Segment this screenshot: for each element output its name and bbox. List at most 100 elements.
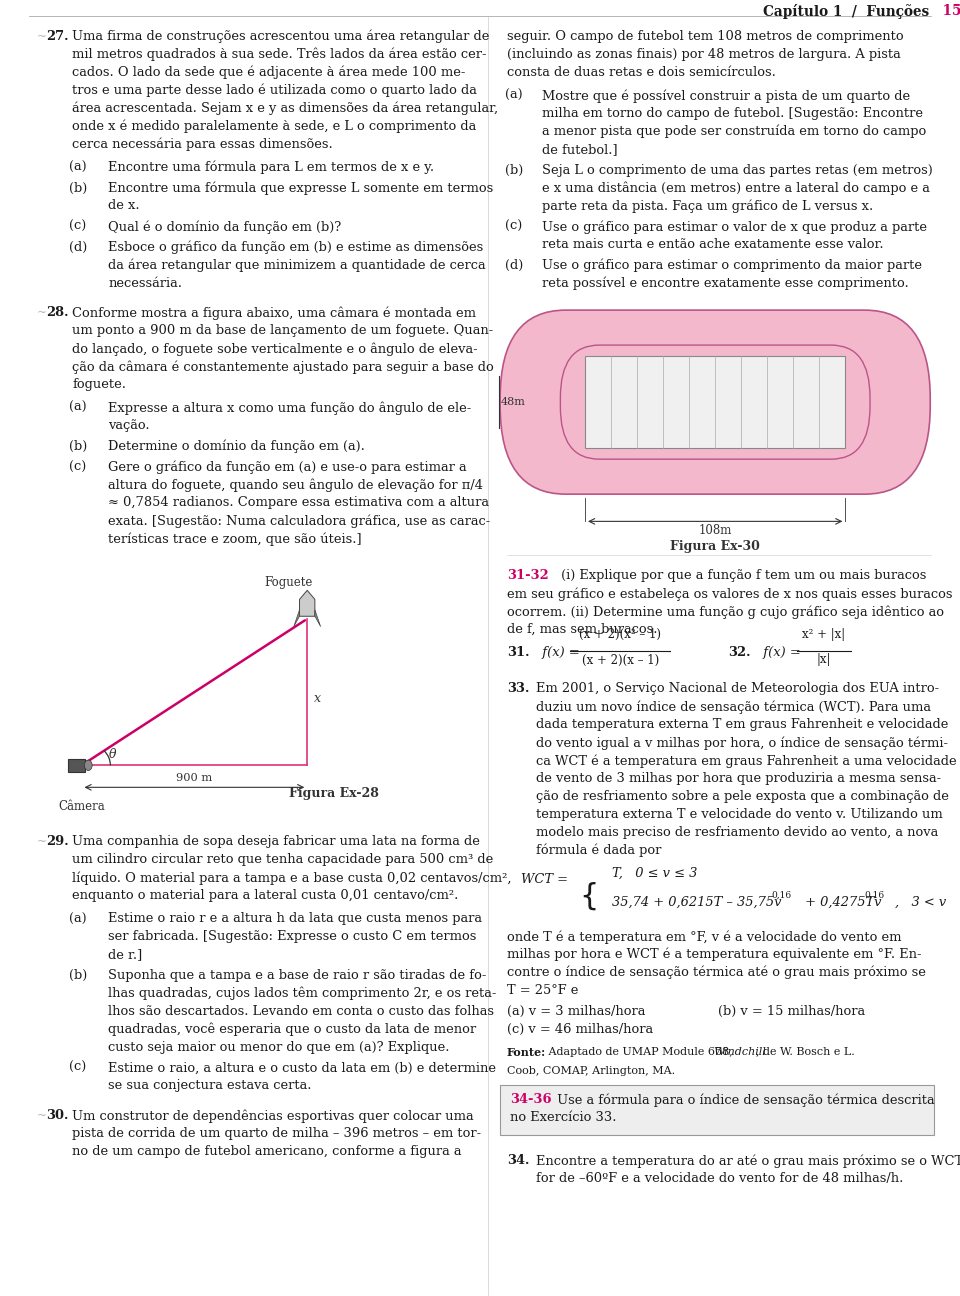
Text: (i) Explique por que a função f tem um ou mais buracos: (i) Explique por que a função f tem um o… <box>557 569 926 582</box>
Polygon shape <box>315 610 321 627</box>
Text: Encontre uma fórmula para L em termos de x e y.: Encontre uma fórmula para L em termos de… <box>108 161 435 175</box>
Text: , de W. Bosch e L.: , de W. Bosch e L. <box>756 1047 855 1056</box>
Text: f(x) =: f(x) = <box>534 647 580 660</box>
Text: Use o gráfico para estimar o valor de x que produz a parte: Use o gráfico para estimar o valor de x … <box>542 220 927 233</box>
Text: ção da câmara é constantemente ajustado para seguir a base do: ção da câmara é constantemente ajustado … <box>72 360 493 373</box>
Text: (x + 2)(x – 1): (x + 2)(x – 1) <box>582 653 659 666</box>
Text: for de –60ºF e a velocidade do vento for de 48 milhas/h.: for de –60ºF e a velocidade do vento for… <box>536 1173 903 1186</box>
Text: 30: 30 <box>654 375 660 380</box>
Text: Coob, COMAP, Arlington, MA.: Coob, COMAP, Arlington, MA. <box>507 1067 675 1077</box>
Text: Em 2001, o Serviço Nacional de Meteorologia dos EUA intro-: Em 2001, o Serviço Nacional de Meteorolo… <box>536 682 939 696</box>
Text: (d): (d) <box>505 259 523 272</box>
Text: de vento de 3 milhas por hora que produziria a mesma sensa-: de vento de 3 milhas por hora que produz… <box>536 772 941 785</box>
Text: um cilindro circular reto que tenha capacidade para 500 cm³ de: um cilindro circular reto que tenha capa… <box>72 853 493 866</box>
Text: de x.: de x. <box>108 200 140 213</box>
Text: x: x <box>314 692 321 705</box>
Text: duziu um novo índice de sensação térmica (WCT). Para uma: duziu um novo índice de sensação térmica… <box>536 700 930 714</box>
Text: 50: 50 <box>711 375 719 380</box>
Text: Encontre a temperatura do ar até o grau mais próximo se o WCT: Encontre a temperatura do ar até o grau … <box>536 1155 960 1168</box>
Text: fórmula é dada por: fórmula é dada por <box>536 844 661 858</box>
Text: 34-36: 34-36 <box>510 1094 551 1107</box>
Text: T = 25°F e: T = 25°F e <box>507 984 578 997</box>
Text: parte reta da pista. Faça um gráfico de L versus x.: parte reta da pista. Faça um gráfico de … <box>542 200 874 213</box>
Text: quadradas, você esperaria que o custo da lata de menor: quadradas, você esperaria que o custo da… <box>108 1023 476 1037</box>
Text: |x|: |x| <box>817 653 830 666</box>
Text: um ponto a 900 m da base de lançamento de um foguete. Quan-: um ponto a 900 m da base de lançamento d… <box>72 324 493 337</box>
Text: 10: 10 <box>828 425 834 430</box>
Polygon shape <box>294 610 300 627</box>
Text: Esboce o gráfico da função em (b) e estime as dimensões: Esboce o gráfico da função em (b) e esti… <box>108 241 484 254</box>
Text: Estime o raio, a altura e o custo da lata em (b) e determine: Estime o raio, a altura e o custo da lat… <box>108 1061 496 1074</box>
Text: Estime o raio r e a altura h da lata que custa menos para: Estime o raio r e a altura h da lata que… <box>108 912 483 925</box>
Text: no de um campo de futebol americano, conforme a figura a: no de um campo de futebol americano, con… <box>72 1144 462 1157</box>
Text: 33.: 33. <box>507 682 529 696</box>
Text: (a): (a) <box>69 912 86 925</box>
Text: 30: 30 <box>770 375 777 380</box>
Text: 29.: 29. <box>46 836 69 849</box>
Text: altura do foguete, quando seu ângulo de elevação for π/4: altura do foguete, quando seu ângulo de … <box>108 478 484 492</box>
Text: foguete.: foguete. <box>72 378 126 391</box>
Text: pista de corrida de um quarto de milha – 396 metros – em tor-: pista de corrida de um quarto de milha –… <box>72 1128 481 1140</box>
Text: Um construtor de dependências esportivas quer colocar uma: Um construtor de dependências esportivas… <box>72 1109 473 1122</box>
Text: do vento igual a v milhas por hora, o índice de sensação térmi-: do vento igual a v milhas por hora, o ín… <box>536 736 948 749</box>
Text: (a): (a) <box>505 89 522 102</box>
Text: (a) v = 3 milhas/hora: (a) v = 3 milhas/hora <box>507 1006 645 1019</box>
Text: + 0,4275Tv: + 0,4275Tv <box>801 896 881 908</box>
Text: a menor pista que pode ser construída em torno do campo: a menor pista que pode ser construída em… <box>542 124 926 139</box>
FancyBboxPatch shape <box>561 345 870 459</box>
FancyBboxPatch shape <box>500 1085 934 1135</box>
Text: vação.: vação. <box>108 420 150 433</box>
Text: no Exercício 33.: no Exercício 33. <box>510 1111 616 1125</box>
Text: Figura Ex-28: Figura Ex-28 <box>289 787 378 801</box>
Text: onde T é a temperatura em °F, v é a velocidade do vento em: onde T é a temperatura em °F, v é a velo… <box>507 931 901 943</box>
Text: necessária.: necessária. <box>108 276 182 289</box>
Text: líquido. O material para a tampa e a base custa 0,02 centavos/cm²,: líquido. O material para a tampa e a bas… <box>72 871 512 885</box>
Text: (b): (b) <box>69 969 87 982</box>
Text: cerca necessária para essas dimensões.: cerca necessária para essas dimensões. <box>72 137 333 152</box>
Text: Use a fórmula para o índice de sensação térmica descrita: Use a fórmula para o índice de sensação … <box>553 1094 935 1107</box>
Text: (x + 2)(x² – 1): (x + 2)(x² – 1) <box>579 629 661 642</box>
Text: ~: ~ <box>36 836 46 849</box>
Text: ~: ~ <box>36 30 46 43</box>
Text: (c): (c) <box>69 1061 86 1074</box>
Circle shape <box>84 761 92 771</box>
Text: (c): (c) <box>69 220 86 233</box>
Bar <box>68 759 85 772</box>
Text: Encontre uma fórmula que expresse L somente em termos: Encontre uma fórmula que expresse L some… <box>108 181 493 194</box>
Text: ocorrem. (ii) Determine uma função g cujo gráfico seja idêntico ao: ocorrem. (ii) Determine uma função g cuj… <box>507 605 944 618</box>
Text: 30: 30 <box>654 425 660 430</box>
Text: (b) v = 15 milhas/hora: (b) v = 15 milhas/hora <box>718 1006 865 1019</box>
Text: 50: 50 <box>711 425 719 430</box>
Text: área acrescentada. Sejam x e y as dimensões da área retangular,: área acrescentada. Sejam x e y as dimens… <box>72 101 498 115</box>
Text: Windchill: Windchill <box>713 1047 766 1056</box>
Text: Foguete: Foguete <box>264 575 312 590</box>
Text: (c): (c) <box>69 460 86 473</box>
Text: Fonte:: Fonte: <box>507 1047 546 1058</box>
Text: 48m: 48m <box>501 397 526 407</box>
Text: (c): (c) <box>505 220 522 233</box>
Text: WCT =: WCT = <box>521 872 568 885</box>
Text: ca WCT é a temperatura em graus Fahrenheit a uma velocidade: ca WCT é a temperatura em graus Fahrenhe… <box>536 754 956 767</box>
Text: 40: 40 <box>683 375 690 380</box>
Text: cados. O lado da sede que é adjacente à área mede 100 me-: cados. O lado da sede que é adjacente à … <box>72 66 466 79</box>
Text: (b): (b) <box>69 439 87 454</box>
Text: (a): (a) <box>69 161 86 174</box>
Text: em seu gráfico e estabeleça os valores de x nos quais esses buracos: em seu gráfico e estabeleça os valores d… <box>507 587 952 600</box>
Text: 30: 30 <box>770 425 777 430</box>
Text: ~: ~ <box>36 1109 46 1122</box>
Text: T,   0 ≤ v ≤ 3: T, 0 ≤ v ≤ 3 <box>612 867 698 880</box>
Text: 40: 40 <box>740 425 748 430</box>
Text: do lançado, o foguete sobe verticalmente e o ângulo de eleva-: do lançado, o foguete sobe verticalmente… <box>72 342 478 355</box>
Text: ~: ~ <box>36 306 46 319</box>
Text: Expresse a altura x como uma função do ângulo de ele-: Expresse a altura x como uma função do â… <box>108 402 471 415</box>
Text: f(x) =: f(x) = <box>755 647 801 660</box>
Text: 10: 10 <box>596 375 603 380</box>
Text: 900 m: 900 m <box>177 774 212 784</box>
Text: milha em torno do campo de futebol. [Sugestão: Encontre: milha em torno do campo de futebol. [Sug… <box>542 108 924 121</box>
Text: reta mais curta e então ache exatamente esse valor.: reta mais curta e então ache exatamente … <box>542 238 884 251</box>
Text: Suponha que a tampa e a base de raio r são tiradas de fo-: Suponha que a tampa e a base de raio r s… <box>108 969 487 982</box>
Text: custo seja maior ou menor do que em (a)? Explique.: custo seja maior ou menor do que em (a)?… <box>108 1041 450 1054</box>
Text: (c) v = 46 milhas/hora: (c) v = 46 milhas/hora <box>507 1024 653 1037</box>
Text: consta de duas retas e dois semicírculos.: consta de duas retas e dois semicírculos… <box>507 66 776 79</box>
Text: de futebol.]: de futebol.] <box>542 143 618 156</box>
